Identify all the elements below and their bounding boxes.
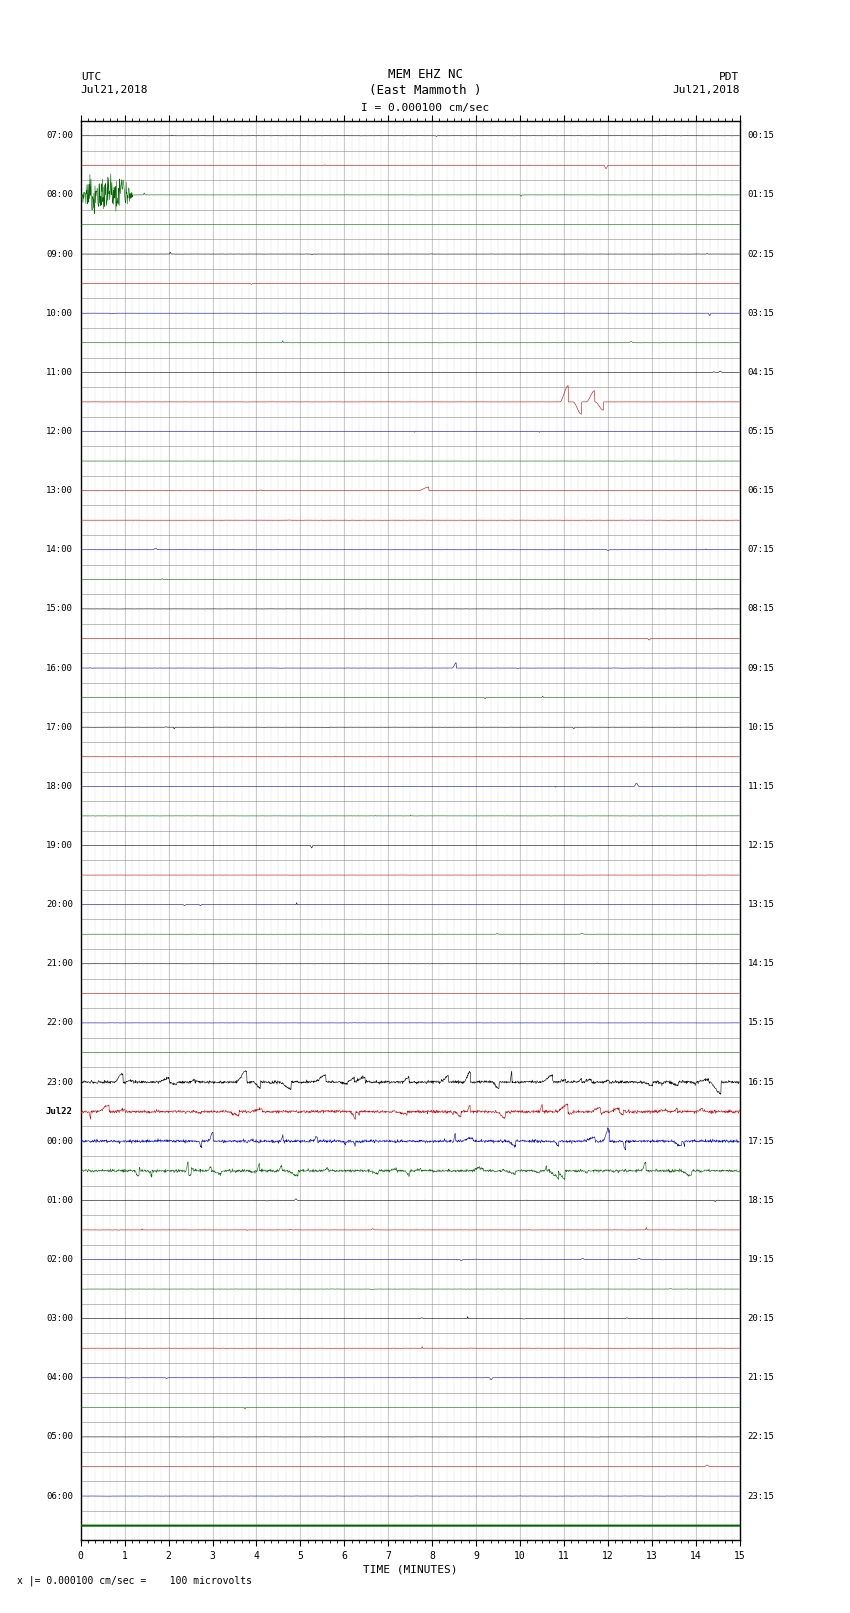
Text: 01:00: 01:00 [46, 1195, 73, 1205]
Text: 02:15: 02:15 [747, 250, 774, 258]
Text: 09:15: 09:15 [747, 663, 774, 673]
Text: 06:00: 06:00 [46, 1492, 73, 1500]
Text: 11:00: 11:00 [46, 368, 73, 377]
Text: 16:15: 16:15 [747, 1077, 774, 1087]
Text: UTC: UTC [81, 73, 101, 82]
Text: 10:15: 10:15 [747, 723, 774, 732]
Text: 21:00: 21:00 [46, 960, 73, 968]
Text: x |= 0.000100 cm/sec =    100 microvolts: x |= 0.000100 cm/sec = 100 microvolts [17, 1576, 252, 1586]
Text: 17:00: 17:00 [46, 723, 73, 732]
Text: 15:00: 15:00 [46, 605, 73, 613]
Text: I = 0.000100 cm/sec: I = 0.000100 cm/sec [361, 103, 489, 113]
Text: 00:15: 00:15 [747, 131, 774, 140]
Text: 11:15: 11:15 [747, 782, 774, 790]
Text: 22:00: 22:00 [46, 1018, 73, 1027]
Text: 08:00: 08:00 [46, 190, 73, 200]
Text: 14:00: 14:00 [46, 545, 73, 555]
Text: 07:00: 07:00 [46, 131, 73, 140]
Text: (East Mammoth ): (East Mammoth ) [369, 84, 481, 97]
Text: 13:15: 13:15 [747, 900, 774, 910]
Text: 22:15: 22:15 [747, 1432, 774, 1442]
Text: 06:15: 06:15 [747, 486, 774, 495]
Text: 15:15: 15:15 [747, 1018, 774, 1027]
Text: 05:00: 05:00 [46, 1432, 73, 1442]
Text: 20:00: 20:00 [46, 900, 73, 910]
Text: 07:15: 07:15 [747, 545, 774, 555]
Text: 10:00: 10:00 [46, 308, 73, 318]
Text: 05:15: 05:15 [747, 427, 774, 436]
Text: 14:15: 14:15 [747, 960, 774, 968]
Text: 08:15: 08:15 [747, 605, 774, 613]
Text: Jul21,2018: Jul21,2018 [672, 85, 740, 95]
Text: PDT: PDT [719, 73, 740, 82]
Text: 17:15: 17:15 [747, 1137, 774, 1145]
Text: 18:15: 18:15 [747, 1195, 774, 1205]
Text: 12:00: 12:00 [46, 427, 73, 436]
Text: 03:15: 03:15 [747, 308, 774, 318]
Text: 23:15: 23:15 [747, 1492, 774, 1500]
Text: 04:15: 04:15 [747, 368, 774, 377]
Text: 02:00: 02:00 [46, 1255, 73, 1265]
Text: 20:15: 20:15 [747, 1315, 774, 1323]
Text: 09:00: 09:00 [46, 250, 73, 258]
Text: 19:00: 19:00 [46, 840, 73, 850]
Text: 12:15: 12:15 [747, 840, 774, 850]
Text: MEM EHZ NC: MEM EHZ NC [388, 68, 462, 81]
Text: 13:00: 13:00 [46, 486, 73, 495]
Text: 16:00: 16:00 [46, 663, 73, 673]
Text: 21:15: 21:15 [747, 1373, 774, 1382]
Text: 01:15: 01:15 [747, 190, 774, 200]
Text: 19:15: 19:15 [747, 1255, 774, 1265]
X-axis label: TIME (MINUTES): TIME (MINUTES) [363, 1565, 457, 1574]
Text: Jul22: Jul22 [46, 1107, 73, 1116]
Text: 04:00: 04:00 [46, 1373, 73, 1382]
Text: 03:00: 03:00 [46, 1315, 73, 1323]
Text: 23:00: 23:00 [46, 1077, 73, 1087]
Text: 18:00: 18:00 [46, 782, 73, 790]
Text: Jul21,2018: Jul21,2018 [81, 85, 148, 95]
Text: 00:00: 00:00 [46, 1137, 73, 1145]
